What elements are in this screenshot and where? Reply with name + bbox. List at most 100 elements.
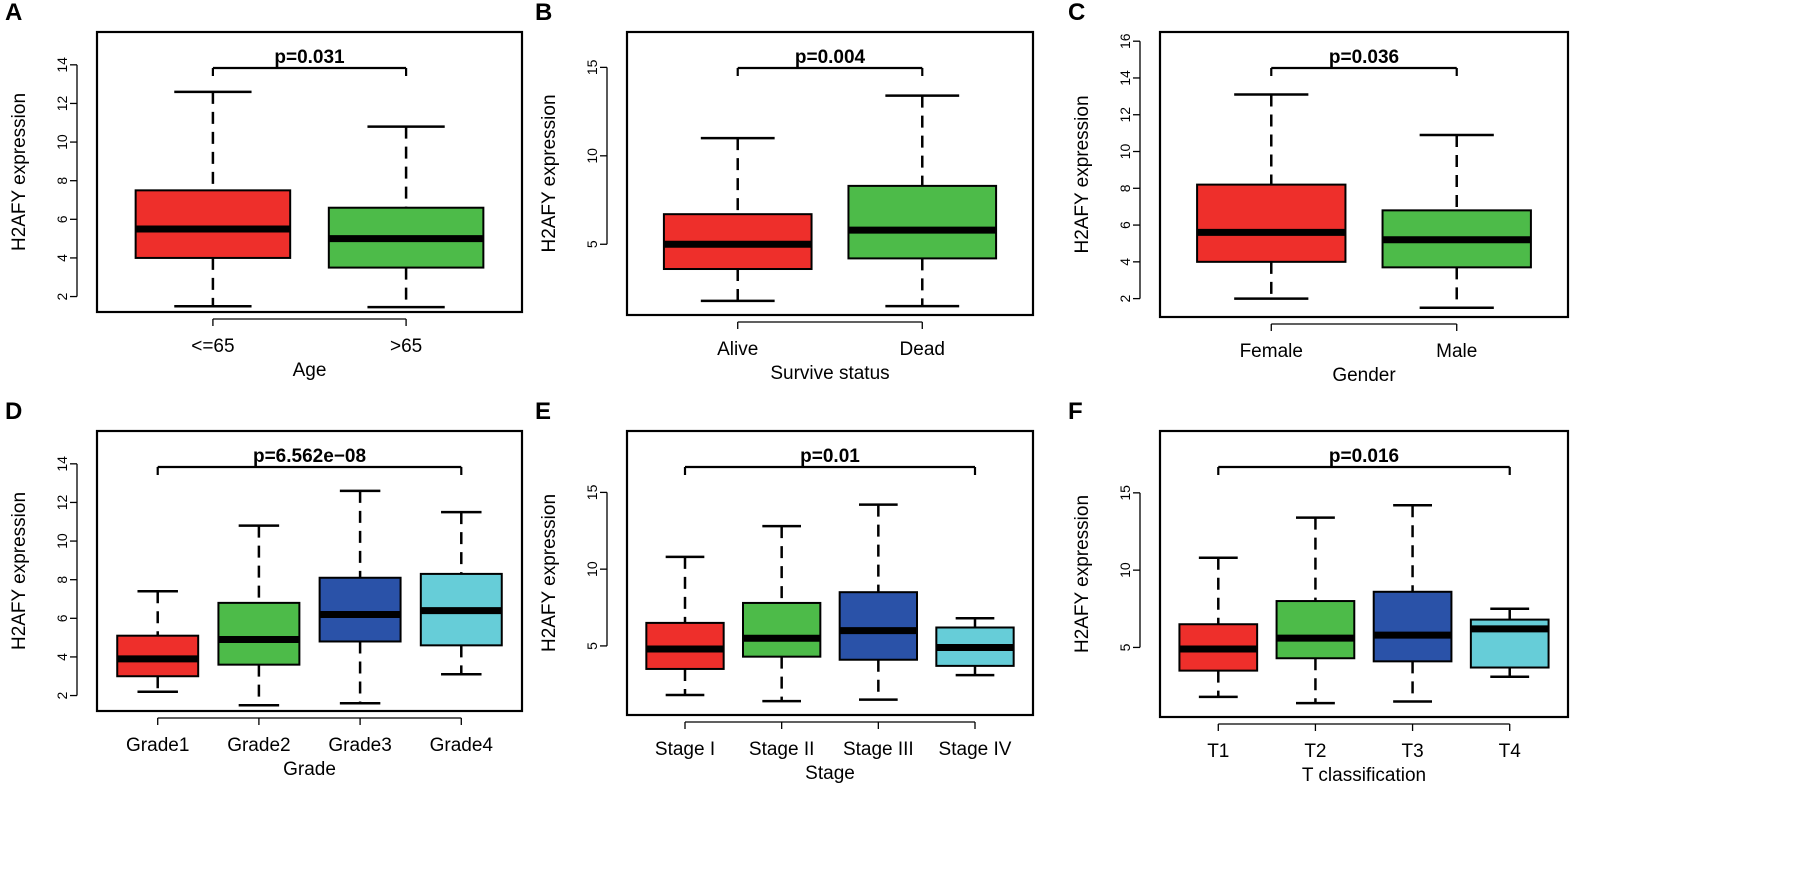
y-tick-label: 15 — [1117, 485, 1133, 501]
box-4 — [935, 617, 1015, 677]
y-tick-label: 14 — [54, 456, 70, 472]
y-tick-label: 5 — [1117, 643, 1133, 651]
y-tick-label: 14 — [54, 57, 70, 73]
box-iqr — [134, 189, 292, 259]
y-axis-title: H2AFY expression — [539, 494, 560, 652]
panel-e: E 5 10 15 H2AFY expression Stage I Stage II Sta… — [535, 398, 1035, 784]
y-tick-label: 10 — [1117, 562, 1133, 578]
box-iqr — [318, 576, 402, 643]
x-tick-label: Dead — [900, 339, 945, 360]
y-tick-label: 12 — [54, 494, 70, 510]
plot-frame — [1158, 429, 1570, 719]
y-tick-label: 8 — [54, 177, 70, 185]
y-tick-label: 2 — [54, 292, 70, 300]
box-iqr — [1196, 183, 1347, 263]
y-axis-title: H2AFY expression — [1072, 95, 1093, 253]
x-tick-label: Stage III — [843, 739, 914, 760]
box-3 — [838, 503, 919, 701]
panel-d: D 2 4 6 8 10 12 14 H2AFY expression Grade1 Grade2 G… — [5, 398, 524, 780]
y-tick-label: 2 — [54, 691, 70, 699]
y-tick-label: 12 — [54, 95, 70, 111]
box-2 — [217, 524, 301, 707]
panel-a: A 2 4 6 8 10 12 14 H2AFY expression <=65 >65 Age p=0… — [5, 0, 524, 381]
box-4 — [419, 510, 503, 676]
x-tick-label: >65 — [390, 336, 422, 357]
panel-letter: B — [535, 0, 552, 26]
y-tick-label: 2 — [1117, 295, 1133, 303]
panel-c: C 2 4 6 8 10 12 14 16 H2AFY expression Female Male G… — [1068, 0, 1570, 386]
x-tick-label: Grade2 — [227, 735, 290, 756]
y-tick-label: 12 — [1117, 107, 1133, 123]
x-tick-label: Grade4 — [430, 735, 494, 756]
p-value-label: p=0.01 — [800, 446, 860, 467]
panel-letter: F — [1068, 398, 1083, 425]
box-3 — [318, 489, 402, 705]
x-tick-label: Stage IV — [939, 739, 1012, 760]
p-value-label: p=0.004 — [795, 47, 866, 68]
y-tick-label: 5 — [584, 240, 600, 248]
y-axis-title: H2AFY expression — [9, 492, 30, 650]
p-value-label: p=0.036 — [1329, 47, 1399, 68]
plot-frame — [625, 30, 1035, 317]
panel-letter: A — [5, 0, 22, 26]
panel-letter: C — [1068, 0, 1085, 26]
x-axis-title: Stage — [805, 763, 855, 784]
x-tick-label: Stage II — [749, 739, 815, 760]
p-value-label: p=6.562e−08 — [253, 446, 366, 467]
box-iqr — [1275, 600, 1356, 660]
y-tick-label: 6 — [1117, 221, 1133, 229]
x-axis-title: Survive status — [770, 363, 889, 384]
x-tick-label: Grade1 — [126, 735, 189, 756]
x-axis-title: Gender — [1332, 365, 1396, 386]
panel-b: B 5 10 15 H2AFY expression Alive Dead Survive s… — [535, 0, 1035, 384]
plot-frame — [625, 429, 1035, 717]
y-tick-label: 16 — [1117, 33, 1133, 49]
y-tick-label: 8 — [54, 576, 70, 584]
box-1 — [1178, 556, 1259, 699]
x-axis-title: T classification — [1302, 765, 1426, 786]
box-4 — [1469, 607, 1550, 679]
y-tick-label: 6 — [54, 614, 70, 622]
y-axis-title: H2AFY expression — [539, 94, 560, 252]
x-tick-label: Alive — [717, 339, 758, 360]
x-tick-label: T1 — [1207, 741, 1229, 762]
x-tick-label: <=65 — [191, 336, 234, 357]
x-tick-label: Female — [1240, 341, 1303, 362]
x-tick-label: Grade3 — [328, 735, 391, 756]
p-value-label: p=0.016 — [1329, 446, 1399, 467]
y-tick-label: 5 — [584, 642, 600, 650]
y-axis-title: H2AFY expression — [9, 93, 30, 251]
y-tick-label: 6 — [54, 215, 70, 223]
p-value-label: p=0.031 — [274, 47, 345, 68]
x-tick-label: T2 — [1304, 741, 1326, 762]
box-2 — [327, 125, 485, 309]
y-tick-label: 15 — [584, 59, 600, 75]
y-tick-label: 10 — [54, 533, 70, 549]
box-1 — [134, 90, 292, 308]
x-axis-title: Age — [293, 360, 327, 381]
y-tick-label: 10 — [1117, 144, 1133, 160]
box-iqr — [847, 184, 998, 260]
box-1 — [116, 590, 200, 693]
x-axis-title: Grade — [283, 759, 336, 780]
x-tick-label: Stage I — [655, 739, 715, 760]
box-1 — [662, 136, 813, 303]
panel-letter: E — [535, 398, 551, 425]
plot-frame — [95, 30, 524, 314]
box-1 — [645, 555, 725, 697]
box-iqr — [838, 591, 919, 661]
y-tick-label: 10 — [584, 148, 600, 164]
box-2 — [1381, 133, 1532, 310]
y-tick-label: 15 — [584, 484, 600, 500]
box-iqr — [1372, 590, 1453, 663]
y-axis-title: H2AFY expression — [1072, 495, 1093, 653]
plot-frame — [95, 429, 524, 713]
y-tick-label: 4 — [1117, 258, 1133, 266]
box-2 — [847, 94, 998, 308]
box-2 — [742, 524, 822, 703]
box-2 — [1275, 516, 1356, 705]
box-1 — [1196, 93, 1347, 300]
box-3 — [1372, 503, 1453, 703]
x-tick-label: T4 — [1499, 741, 1522, 762]
